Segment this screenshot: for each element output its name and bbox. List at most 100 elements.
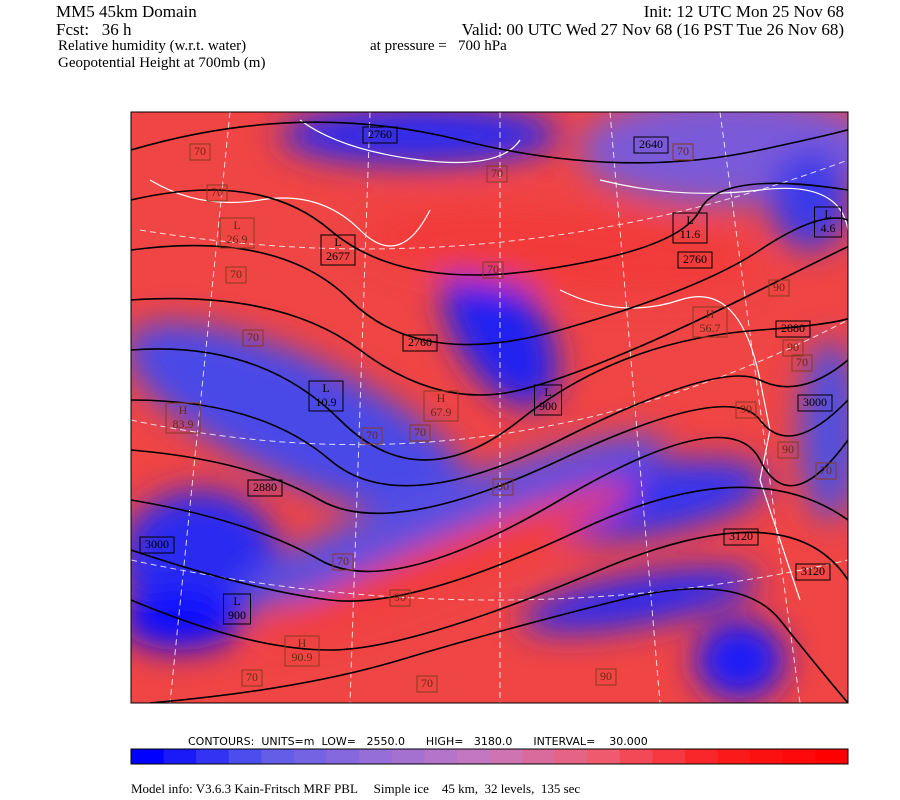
extremum-mark: L bbox=[544, 385, 551, 399]
label-box bbox=[139, 536, 175, 554]
extremum-mark: L bbox=[334, 235, 341, 249]
label-box bbox=[775, 320, 811, 338]
colorbar-swatch bbox=[456, 749, 490, 764]
valid-time: Valid: 00 UTC Wed 27 Nov 68 (16 PST Tue … bbox=[461, 20, 844, 39]
colorbar-swatch bbox=[228, 749, 262, 764]
contour-label: 90 bbox=[787, 340, 799, 354]
label-box bbox=[320, 234, 356, 266]
label-box bbox=[362, 126, 398, 144]
contour-label: 70 bbox=[491, 166, 503, 180]
label-box bbox=[219, 217, 255, 249]
extremum-mark: L bbox=[233, 594, 240, 608]
colorbar-swatch bbox=[522, 749, 556, 764]
label-box bbox=[492, 478, 514, 496]
colorbar-swatch bbox=[489, 749, 523, 764]
extremum-mark: H bbox=[298, 636, 307, 650]
label-box bbox=[361, 427, 383, 445]
label-box bbox=[284, 635, 320, 667]
contour-label: 70 bbox=[337, 554, 349, 568]
label-box bbox=[672, 212, 708, 244]
forecast-time: Fcst: 36 h bbox=[56, 20, 132, 39]
contour-label: 90 bbox=[782, 442, 794, 456]
model-info: Model info: V3.6.3 Kain-Fritsch MRF PBL … bbox=[131, 781, 581, 796]
colorbar-swatch bbox=[619, 749, 653, 764]
pressure-level: at pressure = 700 hPa bbox=[370, 38, 507, 54]
label-box bbox=[189, 143, 211, 161]
extremum-value: 900 bbox=[228, 608, 246, 622]
label-box bbox=[768, 279, 790, 297]
extremum-value: 2677 bbox=[326, 249, 350, 263]
contour-label: 2640 bbox=[639, 137, 663, 151]
extremum-mark: H bbox=[179, 403, 188, 417]
contour-label: 70 bbox=[677, 144, 689, 158]
contour-label: 90 bbox=[773, 280, 785, 294]
label-box bbox=[677, 251, 713, 269]
contour-label: 70 bbox=[796, 355, 808, 369]
label-box bbox=[814, 206, 842, 238]
contour-label: 90 bbox=[600, 669, 612, 683]
extremum-mark: L bbox=[686, 213, 693, 227]
label-box bbox=[534, 384, 562, 416]
extremum-value: 26.9 bbox=[227, 232, 248, 246]
label-box bbox=[795, 563, 831, 581]
field-name: Relative humidity (w.r.t. water) bbox=[58, 38, 247, 54]
label-box bbox=[735, 401, 757, 419]
colorbar-swatch bbox=[326, 749, 360, 764]
label-box bbox=[409, 424, 431, 442]
label-box bbox=[797, 394, 833, 412]
colorbar-swatch bbox=[391, 749, 425, 764]
contour-label: 2760 bbox=[408, 335, 432, 349]
extremum-mark: H bbox=[437, 391, 446, 405]
extremum-mark: L bbox=[233, 218, 240, 232]
colorbar-swatch bbox=[554, 749, 588, 764]
label-box bbox=[782, 339, 804, 357]
colorbar-swatch bbox=[196, 749, 230, 764]
label-box bbox=[416, 675, 438, 693]
label-box bbox=[308, 380, 344, 412]
contour-label: 3120 bbox=[729, 529, 753, 543]
colorbar-frame bbox=[130, 748, 849, 765]
label-box bbox=[242, 329, 264, 347]
colorbar-swatch bbox=[685, 749, 719, 764]
contour-label: 2880 bbox=[253, 480, 277, 494]
colorbar-swatch bbox=[782, 749, 816, 764]
contour-label: 70 bbox=[211, 185, 223, 199]
contour-label: 90 bbox=[497, 479, 509, 493]
colorbar-swatch bbox=[359, 749, 393, 764]
colorbar bbox=[130, 748, 849, 765]
contour-label: 70 bbox=[247, 330, 259, 344]
contour-label: 70 bbox=[487, 262, 499, 276]
overlay-name: Geopotential Height at 700mb (m) bbox=[58, 55, 266, 71]
contour-label: 90 bbox=[394, 590, 406, 604]
label-box bbox=[595, 668, 617, 686]
colorbar-swatch bbox=[652, 749, 686, 764]
colorbar-swatch bbox=[717, 749, 751, 764]
label-box bbox=[723, 528, 759, 546]
extremum-value: 90.9 bbox=[292, 650, 313, 664]
extremum-mark: H bbox=[706, 307, 715, 321]
label-box bbox=[223, 593, 251, 625]
label-box bbox=[206, 184, 228, 202]
label-box bbox=[815, 462, 837, 480]
colorbar-swatch bbox=[750, 749, 784, 764]
label-box bbox=[791, 354, 813, 372]
label-box bbox=[247, 479, 283, 497]
init-time: Init: 12 UTC Mon 25 Nov 68 bbox=[643, 2, 844, 21]
contour-label: 70 bbox=[230, 267, 242, 281]
label-box bbox=[165, 402, 201, 434]
label-box bbox=[692, 306, 728, 338]
extremum-value: 10.9 bbox=[316, 395, 337, 409]
label-box bbox=[486, 165, 508, 183]
label-box bbox=[225, 266, 247, 284]
colorbar-swatch bbox=[163, 749, 197, 764]
contour-label: 70 bbox=[194, 144, 206, 158]
contour-label: 3000 bbox=[145, 537, 169, 551]
extremum-value: 900 bbox=[539, 399, 557, 413]
contour-label: 2760 bbox=[683, 252, 707, 266]
extremum-value: 83.9 bbox=[173, 417, 194, 431]
label-box bbox=[241, 669, 263, 687]
contour-label: 2880 bbox=[781, 321, 805, 335]
